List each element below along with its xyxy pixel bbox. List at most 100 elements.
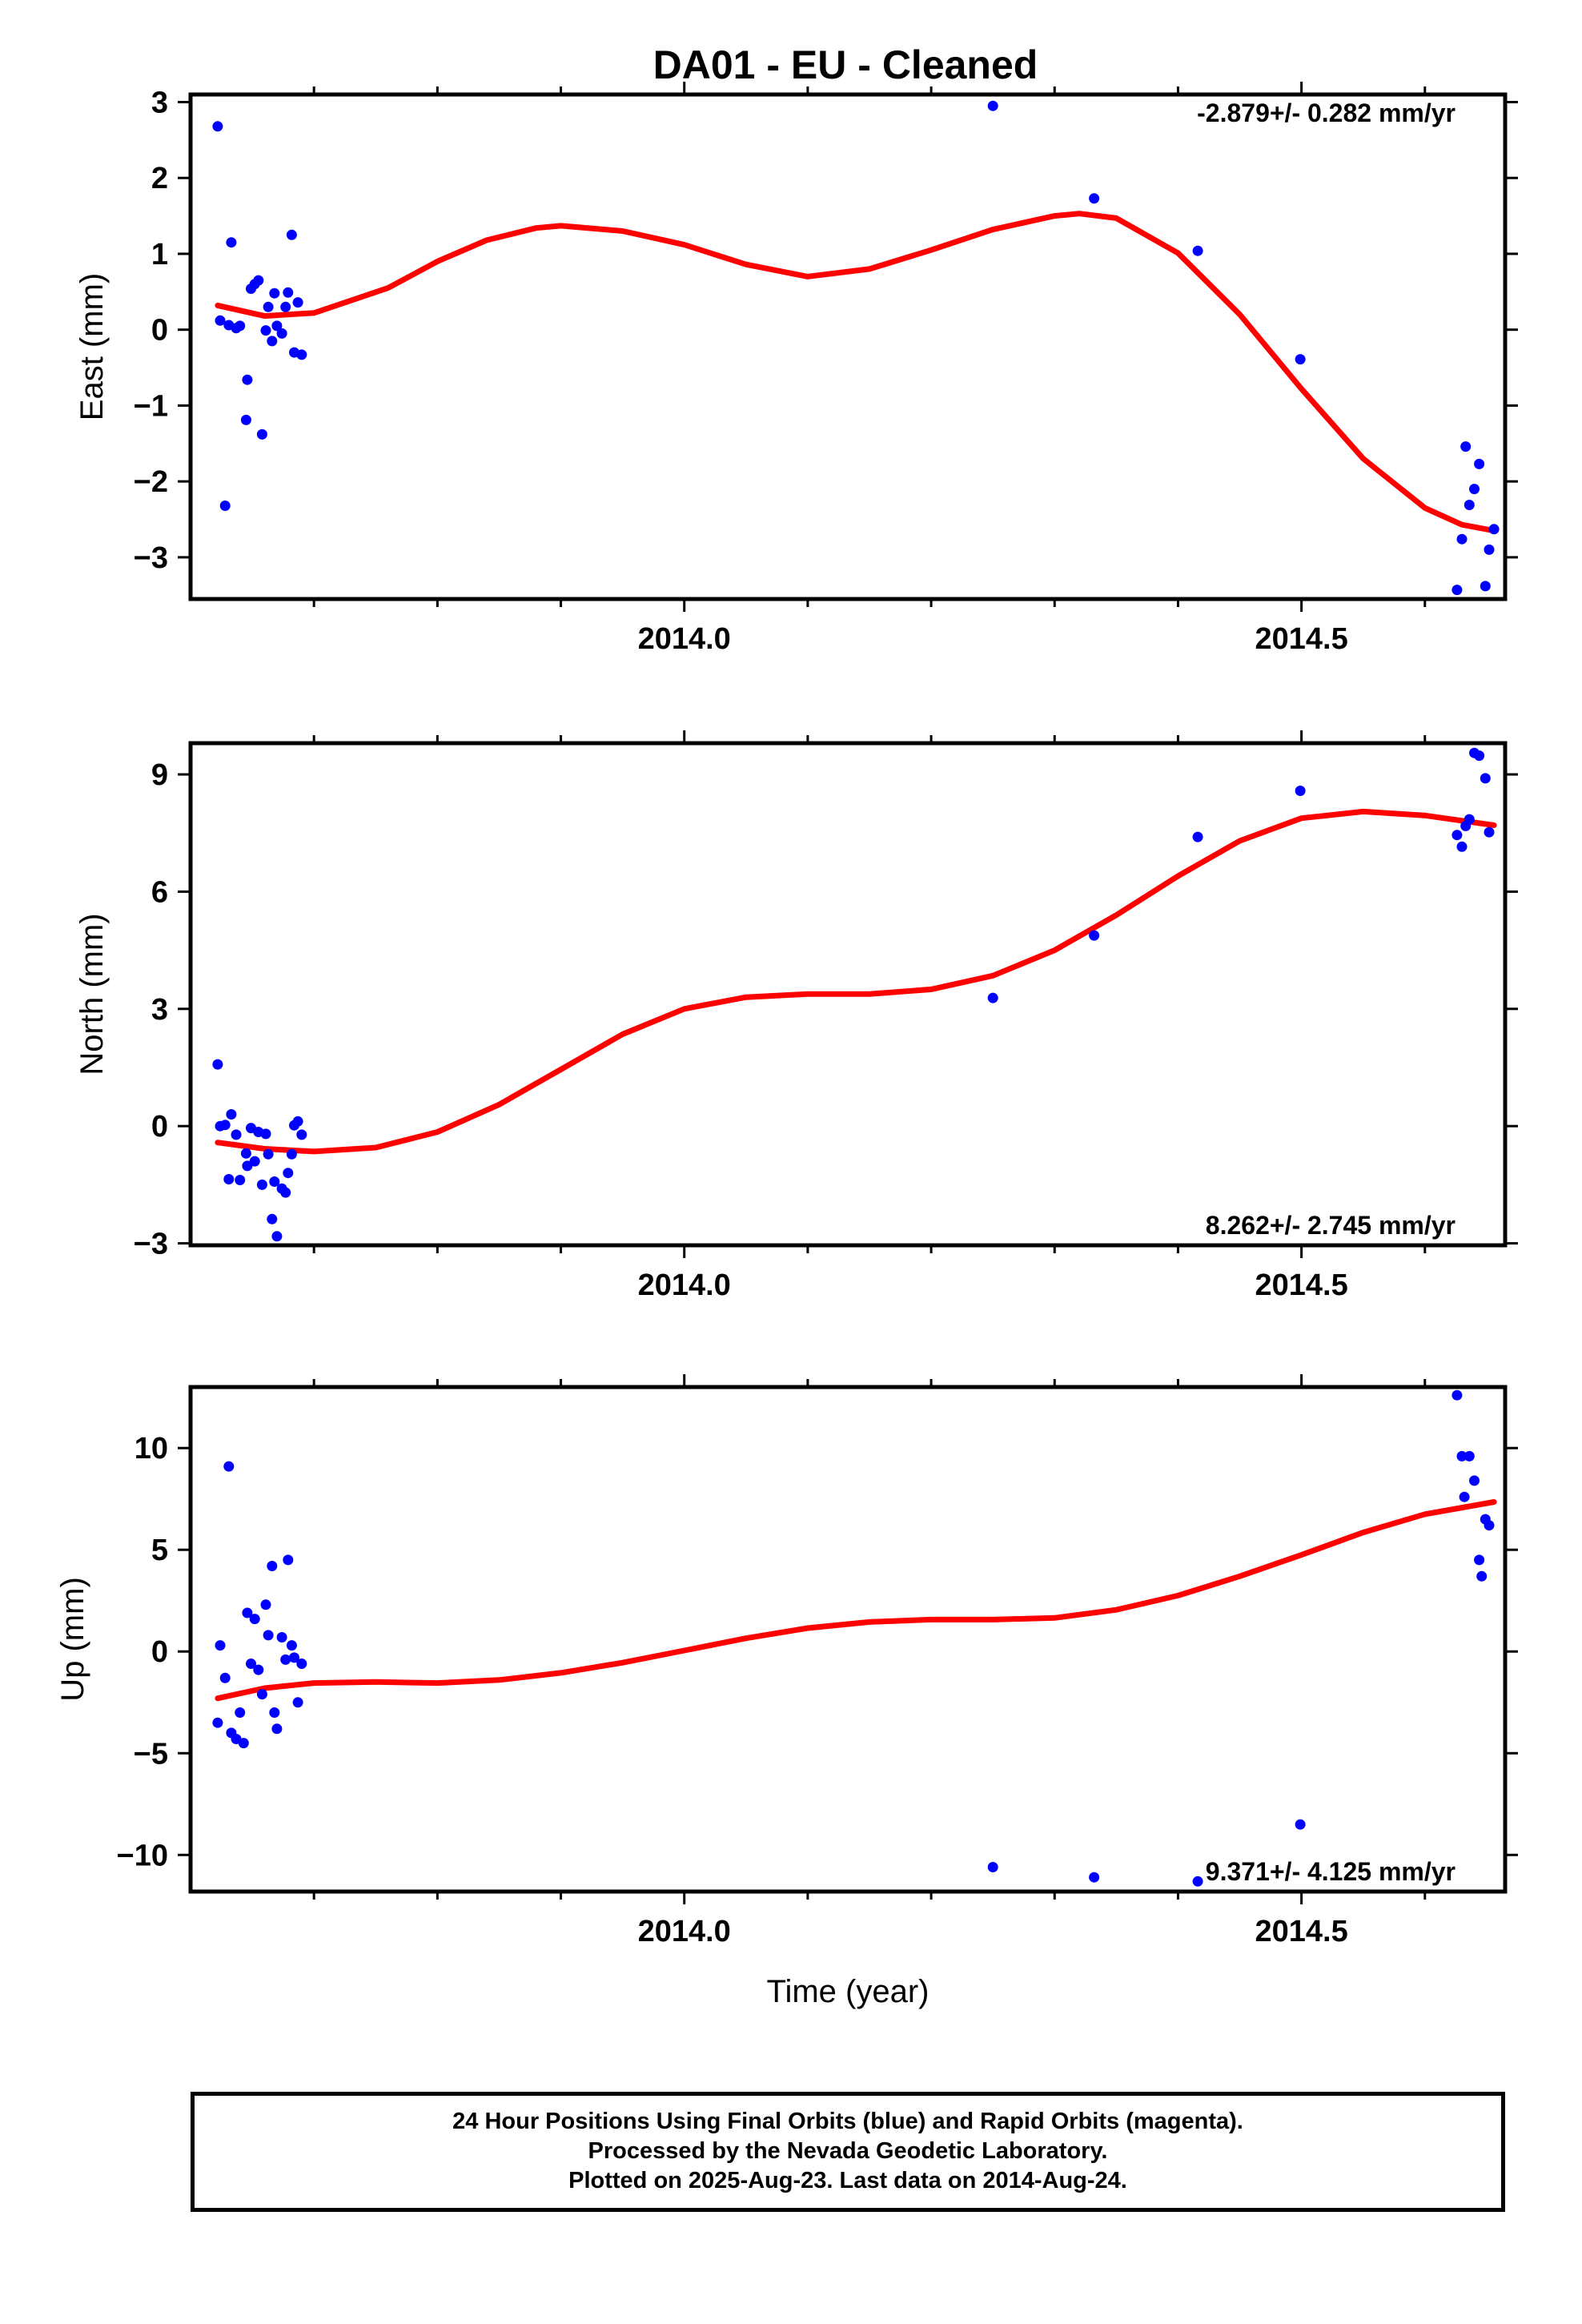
panel-2-y-tick-label: 0 — [151, 1110, 168, 1144]
panel-2-data-point — [1480, 773, 1491, 784]
panel-3-frame — [188, 1385, 1508, 1894]
panel-1-data-point — [292, 297, 303, 308]
panel-2-data-point — [212, 1059, 223, 1070]
panel-3-data-point — [276, 1632, 287, 1642]
panel-3-data-point — [215, 1640, 226, 1651]
panel-3-x-tick-label: 2014.0 — [638, 1915, 731, 1948]
panel-3-data-point — [286, 1640, 297, 1651]
panel-2-data-point — [987, 992, 998, 1003]
panel-2-trend-line — [215, 808, 1497, 1155]
panel-3-data-point — [223, 1461, 235, 1472]
panel-2-data-point — [1295, 786, 1306, 796]
panel-1-data-point — [276, 328, 287, 339]
panel-3-data-point — [1459, 1491, 1470, 1502]
panel-1-data-point — [212, 121, 223, 132]
footer-line-3: Plotted on 2025-Aug-23. Last data on 201… — [568, 2168, 1127, 2193]
panel-2-data-point — [226, 1109, 237, 1120]
panel-3-data-point — [238, 1738, 249, 1749]
panel-2-y-tick-label: −3 — [134, 1228, 168, 1261]
panel-3-data-point — [1452, 1389, 1463, 1401]
panel-1-data-point — [1464, 500, 1475, 510]
panel-3-data-point — [289, 1652, 299, 1663]
panel-3-data-point — [987, 1862, 998, 1872]
panel-3-data-point — [1089, 1872, 1100, 1883]
panel-1-data-point — [269, 287, 280, 299]
panel-2-data-point — [283, 1168, 294, 1179]
panel-1-data-point — [271, 320, 283, 332]
chart-title: DA01 - EU - Cleaned — [653, 42, 1038, 87]
panel-3-data-point — [1469, 1475, 1480, 1486]
panel-1-y-axis-label: East (mm) — [74, 273, 110, 420]
panel-2-data-point — [296, 1129, 307, 1140]
panel-3-y-tick-label: 10 — [135, 1432, 168, 1466]
panel-2-data-point — [1192, 831, 1203, 842]
panel-2-data-point — [263, 1148, 274, 1160]
panel-2-x-tick-label: 2014.0 — [638, 1269, 731, 1302]
panel-3-data-point — [1476, 1570, 1488, 1582]
panel-1-data-point — [1456, 533, 1468, 545]
panel-2-data-point — [292, 1116, 303, 1127]
panel-1-data-point — [1469, 484, 1480, 495]
panel-3-x-tick-label: 2014.5 — [1255, 1915, 1347, 1948]
panel-2-data-point — [269, 1176, 280, 1187]
panel-2-frame — [188, 741, 1508, 1248]
panel-1-data-point — [1474, 458, 1485, 469]
panel-2-data-point — [242, 1160, 253, 1172]
panel-3-data-point — [219, 1672, 231, 1683]
panel-2-rate-label: 8.262+/- 2.745 mm/yr — [1206, 1211, 1456, 1240]
panel-3-y-axis-label: Up (mm) — [55, 1577, 90, 1702]
panel-2-data-point — [231, 1129, 242, 1140]
panel-1-y-tick-label: −2 — [134, 465, 168, 499]
panel-3-y-tick-label: 5 — [151, 1534, 168, 1567]
panel-2-data-point — [1452, 830, 1463, 841]
panel-1-data-point — [283, 287, 294, 298]
panel-2-data-point — [240, 1148, 251, 1159]
panel-2-data-point — [1089, 930, 1100, 941]
panel-3-data-point — [1474, 1554, 1485, 1566]
panel-2-data-point — [260, 1128, 271, 1140]
panel-3-data-point — [267, 1561, 278, 1571]
panel-3-data-point — [235, 1707, 246, 1718]
panel-1-trend-line — [215, 211, 1497, 534]
panel-1-data-point — [296, 349, 307, 360]
panel-2-y-axis-label: North (mm) — [74, 913, 110, 1075]
footer-line-2: Processed by the Nevada Geodetic Laborat… — [588, 2138, 1108, 2164]
panel-1-data-point — [240, 414, 251, 425]
panel-2-data-point — [219, 1120, 231, 1131]
panel-1-y-tick-label: 0 — [151, 314, 168, 348]
panel-2-data-point — [286, 1148, 297, 1160]
panel-1-data-point — [215, 315, 226, 326]
panel-3-data-point — [256, 1689, 267, 1700]
panel-1-data-point — [1484, 544, 1495, 555]
panel-1-x-tick-label: 2014.0 — [638, 622, 731, 656]
panel-2-data-point — [235, 1175, 246, 1185]
panel-3-data-point — [1192, 1876, 1203, 1887]
panel-1-data-point — [1488, 524, 1500, 535]
panel-1-frame — [188, 92, 1508, 601]
panel-1-data-point — [263, 301, 274, 312]
footer-line-1: 24 Hour Positions Using Final Orbits (bl… — [452, 2109, 1243, 2134]
panel-1-rate-label: -2.879+/- 0.282 mm/yr — [1197, 99, 1456, 127]
panel-1-data-point — [219, 501, 231, 511]
panel-2-y-tick-label: 9 — [151, 758, 168, 792]
panel-3-data-point — [249, 1614, 260, 1625]
panel-3-data-point — [283, 1554, 294, 1566]
panel-1-data-point — [253, 275, 264, 286]
panel-3-data-point — [253, 1664, 264, 1675]
panel-3-data-point — [1295, 1819, 1306, 1830]
panel-2-data-point — [271, 1231, 283, 1242]
panel-3-trend-line — [215, 1499, 1497, 1702]
panel-2-data-point — [249, 1156, 260, 1167]
panel-1-data-point — [267, 336, 278, 347]
panel-1-data-point — [1480, 581, 1491, 592]
panel-3-data-point — [1464, 1450, 1475, 1462]
panel-1-data-point — [280, 301, 291, 312]
panel-2-data-point — [280, 1187, 291, 1198]
panel-1-data-point — [1295, 354, 1306, 365]
panel-3-data-point — [1484, 1520, 1495, 1531]
panel-2-y-tick-label: 3 — [151, 993, 168, 1027]
panel-1-y-tick-label: −3 — [134, 541, 168, 575]
panel-3-data-point — [212, 1717, 223, 1728]
panel-3-data-point — [271, 1723, 283, 1735]
panel-3-data-point — [242, 1607, 253, 1618]
